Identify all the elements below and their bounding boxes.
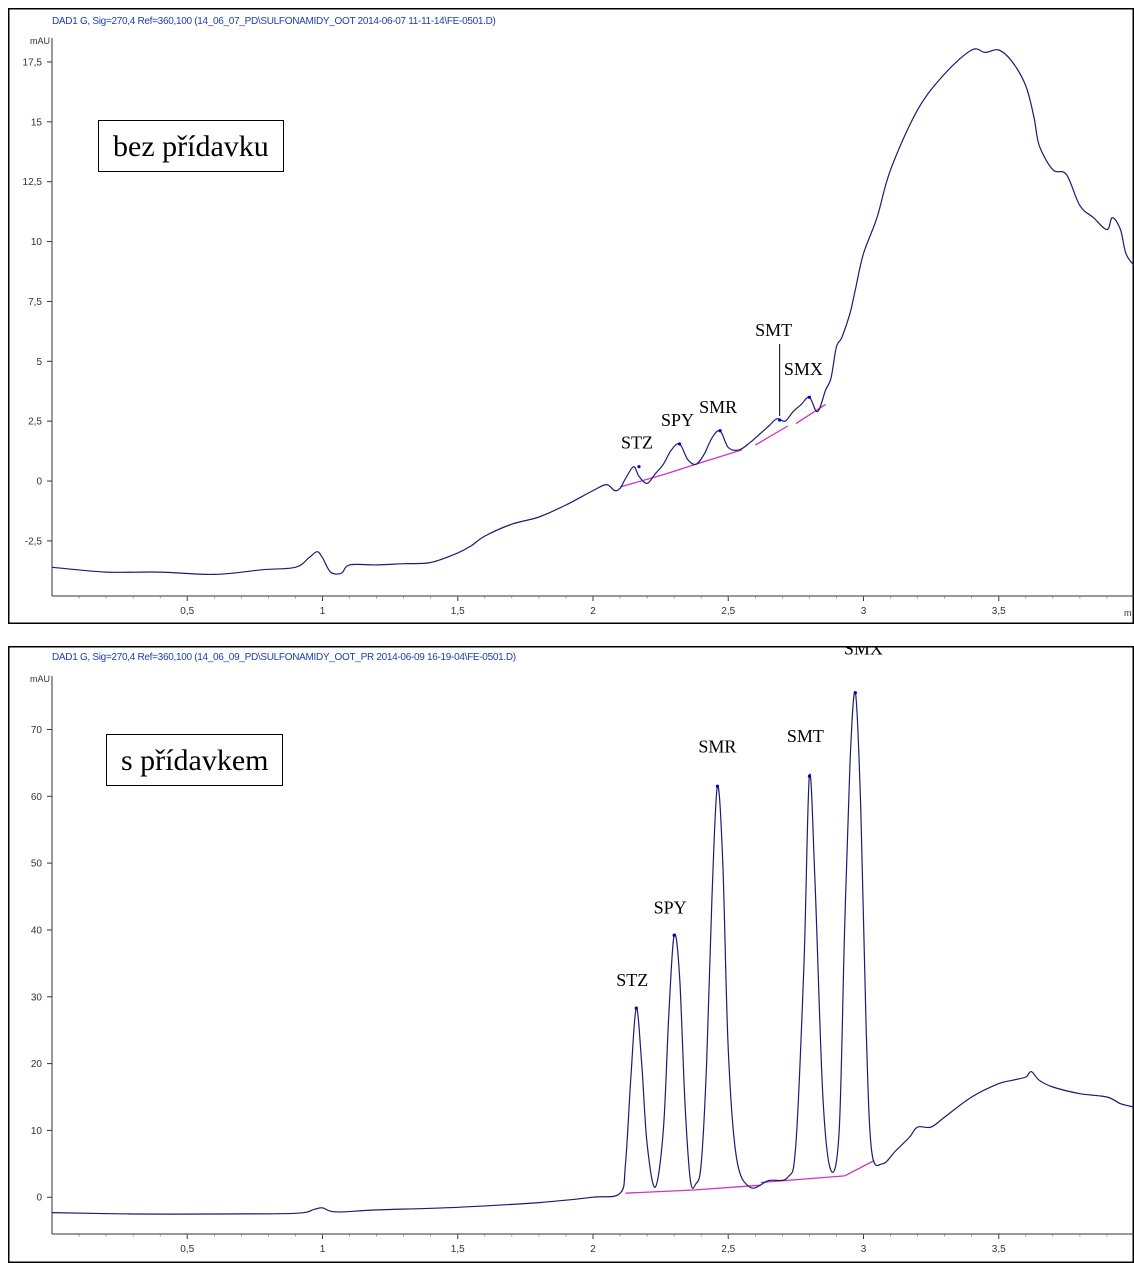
x-tick-label: 2: [590, 606, 596, 617]
integration-baseline: [695, 449, 742, 465]
integration-baseline: [625, 1189, 696, 1194]
chromatogram-bottom-header: DAD1 G, Sig=270,4 Ref=360,100 (14_06_09_…: [52, 652, 516, 663]
y-tick-label: 60: [31, 792, 43, 803]
peak-apex-smr: [715, 784, 720, 788]
peak-apex-smr: [718, 429, 722, 433]
x-tick-label: 3,5: [992, 1244, 1006, 1255]
y-tick-label: 50: [31, 859, 43, 870]
y-tick-label: 0: [36, 477, 42, 488]
peak-apex-smx: [807, 395, 812, 399]
x-tick-label: 2,5: [721, 606, 735, 617]
peak-label-smx: SMX: [844, 646, 883, 659]
y-tick-label: 10: [31, 237, 43, 248]
x-tick-label: 3: [861, 1244, 867, 1255]
y-tick-label: 40: [31, 925, 43, 936]
peak-label-stz: STZ: [616, 970, 648, 990]
x-axis-unit: m: [1124, 608, 1132, 618]
x-tick-label: 0,5: [180, 1244, 194, 1255]
peak-label-stz: STZ: [621, 433, 653, 453]
chromatogram-trace: [51, 691, 1134, 1215]
integration-baseline: [795, 403, 826, 425]
peak-label-smr: SMR: [699, 397, 737, 417]
x-tick-label: 1,5: [451, 606, 465, 617]
x-tick-label: 3,5: [992, 606, 1006, 617]
peak-label-smt: SMT: [755, 320, 792, 340]
integration-baseline: [665, 463, 696, 475]
x-tick-label: 2,5: [721, 1244, 735, 1255]
y-tick-label: 5: [36, 357, 42, 368]
y-tick-label: 10: [31, 1126, 43, 1137]
y-tick-label: -2,5: [25, 536, 43, 547]
chromatogram-bottom-svg: mAU 70 60 50 40 30 20 10 0 0,5 1 1,5 2 2,5 3 3,5 STZ SPY S…: [8, 646, 1134, 1263]
peak-label-spy: SPY: [654, 897, 687, 917]
y-tick-label: 30: [31, 992, 43, 1003]
integration-baseline: [754, 425, 789, 446]
x-tick-label: 2: [590, 1244, 596, 1255]
peak-label-smx: SMX: [784, 359, 823, 379]
y-tick-label: 20: [31, 1059, 43, 1070]
y-tick-label: 17,5: [23, 57, 43, 68]
peak-apex-smt: [807, 774, 812, 778]
peak-label-spy: SPY: [661, 410, 694, 430]
chromatogram-top-header: DAD1 G, Sig=270,4 Ref=360,100 (14_06_07_…: [52, 16, 496, 27]
chromatogram-panel-top: mAU m 17,5 15 12,5 10 7,5 5 2,5 0 -2,5 0,5 1 1,5 2 2,5 3…: [8, 8, 1134, 624]
peak-apex-smt: [778, 418, 782, 422]
peak-apex-stz: [634, 1006, 638, 1010]
panel-frame: [8, 646, 1134, 1263]
y-axis-label: mAU: [30, 36, 50, 46]
peak-apex-stz: [637, 465, 641, 469]
x-tick-label: 0,5: [180, 606, 194, 617]
y-tick-label: 15: [31, 117, 43, 128]
peak-apex-spy: [672, 933, 676, 937]
chromatogram-top-svg: mAU m 17,5 15 12,5 10 7,5 5 2,5 0 -2,5 0,5 1 1,5 2 2,5 3…: [8, 8, 1134, 624]
chromatogram-panel-bottom: mAU 70 60 50 40 30 20 10 0 0,5 1 1,5 2 2,5 3 3,5 STZ SPY S…: [8, 646, 1134, 1263]
x-tick-label: 1: [320, 606, 326, 617]
x-tick-label: 3: [861, 606, 867, 617]
peak-apex-spy: [677, 442, 682, 446]
peak-label-smr: SMR: [698, 736, 736, 756]
y-tick-label: 0: [36, 1193, 42, 1204]
peak-label-smt: SMT: [787, 726, 824, 746]
x-tick-label: 1: [320, 1244, 326, 1255]
integration-baseline: [760, 1175, 845, 1184]
y-axis-label: mAU: [30, 674, 50, 684]
panel-frame: [8, 8, 1134, 624]
x-tick-label: 1,5: [451, 1244, 465, 1255]
integration-baseline: [695, 1184, 761, 1191]
y-tick-label: 70: [31, 725, 43, 736]
y-tick-label: 7,5: [28, 297, 42, 308]
chromatogram-trace: [51, 48, 1134, 576]
label-bez-pridavku: bez přídavku: [98, 120, 284, 172]
label-s-pridavkem: s přídavkem: [106, 734, 284, 786]
peak-apex-smx: [853, 691, 857, 695]
y-tick-label: 12,5: [23, 177, 43, 188]
y-tick-label: 2,5: [28, 417, 42, 428]
integration-baseline: [844, 1159, 875, 1177]
